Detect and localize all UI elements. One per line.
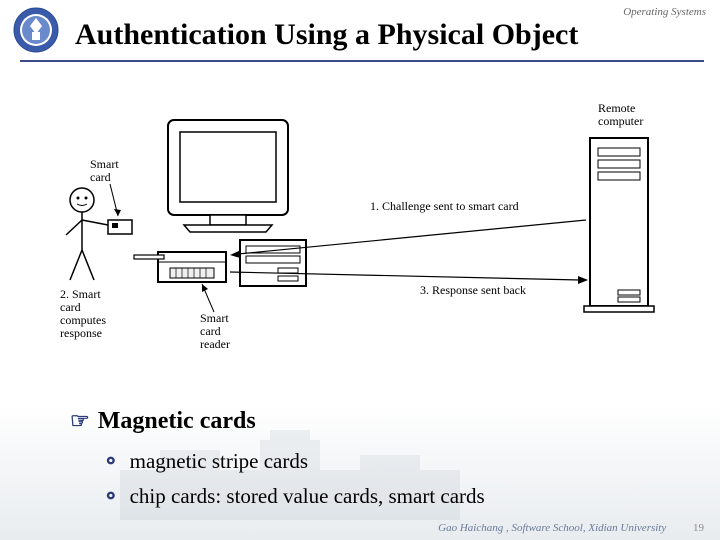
title-underline [20,60,704,62]
remote-computer-icon [584,138,654,312]
remote-label: Remotecomputer [598,101,643,128]
person-icon [66,188,108,280]
footer: Gao Haichang , Software School, Xidian U… [0,522,720,534]
smart-card-label: Smartcard [90,157,119,184]
step2-label: 2. Smartcardcomputesresponse [60,287,106,340]
step3-label: 3. Response sent back [420,283,526,297]
bullet-main: Magnetic cards [70,408,485,435]
course-label: Operating Systems [623,6,706,18]
bullet-list: Magnetic cards magnetic stripe cards chi… [70,408,485,519]
university-logo [12,6,60,54]
desktop-icon [240,240,306,286]
card-reader-icon [134,252,226,282]
footer-author: Gao Haichang , Software School, Xidian U… [438,522,666,534]
auth-diagram: Smartcard 2. Smartcardcomputesresponse S… [60,90,660,380]
bullet-sub-2: chip cards: stored value cards, smart ca… [102,484,485,509]
smart-card-icon [108,220,132,234]
slide-title: Authentication Using a Physical Object [75,18,578,52]
monitor-icon [168,120,288,232]
reader-label: Smartcardreader [200,311,230,351]
step1-label: 1. Challenge sent to smart card [370,199,519,213]
bullet-sub-1: magnetic stripe cards [102,449,485,474]
page-number: 19 [693,522,704,534]
